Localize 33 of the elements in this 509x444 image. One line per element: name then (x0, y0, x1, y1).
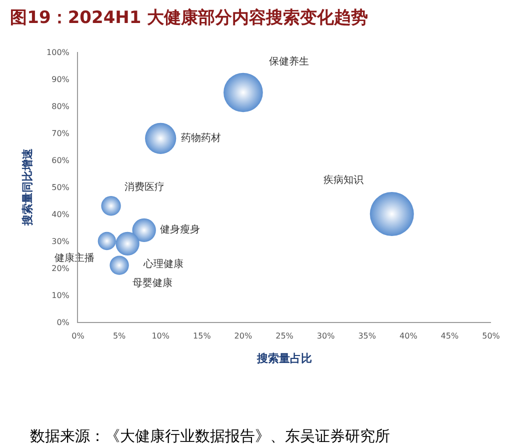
source-note: 数据来源：《大健康行业数据报告》、东吴证券研究所 (30, 427, 390, 444)
x-tick-label: 10% (152, 332, 170, 341)
y-tick-label: 0% (56, 318, 70, 327)
x-tick-label: 5% (112, 332, 126, 341)
series-label: 保健养生 (268, 55, 309, 68)
chart-title: 图19：2024H1 大健康部分内容搜索变化趋势 (10, 8, 368, 28)
x-tick-label: 50% (482, 332, 500, 341)
y-tick-label: 70% (52, 128, 70, 138)
series-label: 消费医疗 (124, 181, 164, 194)
series-label: 母婴健康 (132, 276, 172, 289)
x-tick-label: 45% (440, 332, 459, 341)
y-tick-label: 30% (52, 236, 70, 246)
y-tick-label: 20% (52, 264, 70, 273)
x-tick-label: 35% (358, 332, 376, 341)
y-tick-label: 100% (46, 48, 70, 57)
x-axis-title: 搜索量占比 (256, 352, 312, 365)
y-tick-label: 90% (52, 74, 70, 84)
x-tick-label: 0% (72, 332, 85, 341)
x-tick-label: 15% (193, 332, 212, 341)
y-tick-label: 80% (52, 102, 70, 111)
y-tick-label: 40% (52, 210, 70, 219)
y-tick-label: 10% (52, 290, 70, 300)
series-label: 药物药材 (181, 132, 222, 144)
y-tick-label: 50% (52, 182, 70, 192)
x-tick-label: 20% (234, 332, 252, 341)
y-tick-label: 60% (52, 156, 70, 165)
x-tick-label: 30% (316, 332, 336, 341)
y-axis-title: 搜索量同比增速 (21, 148, 34, 226)
x-tick-label: 40% (400, 332, 418, 341)
series-label: 健身瘦身 (160, 224, 200, 236)
x-tick-label: 25% (276, 332, 294, 341)
series-label: 心理健康 (142, 258, 184, 270)
series-label: 疾病知识 (323, 174, 364, 186)
